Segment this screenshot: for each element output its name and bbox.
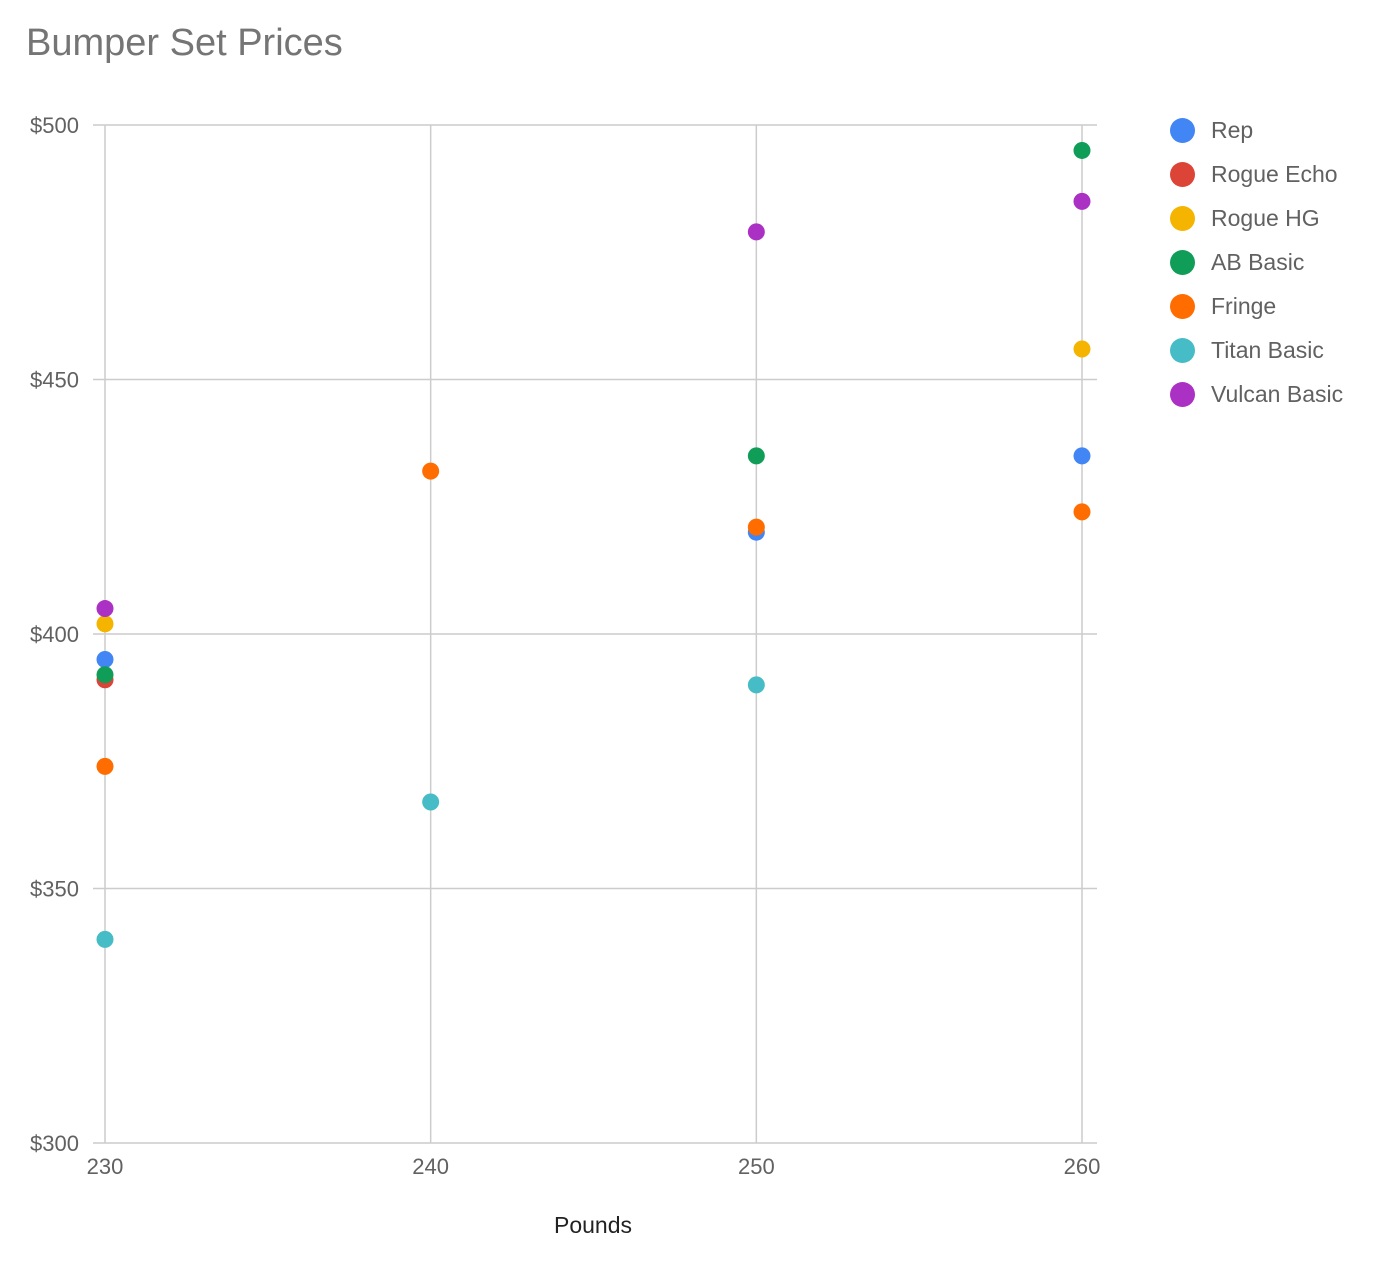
legend: Rep Rogue Echo Rogue HG AB Basic Fringe Titan… <box>1170 108 1343 416</box>
x-axis-label: Pounds <box>554 1212 632 1238</box>
legend-item: Vulcan Basic <box>1170 372 1343 416</box>
data-point-titan-basic <box>96 930 114 948</box>
data-points <box>96 141 1091 948</box>
data-point-ab-basic <box>747 447 765 465</box>
gridlines <box>93 124 1097 1144</box>
legend-label: Rogue Echo <box>1211 160 1338 187</box>
data-point-ab-basic <box>1073 141 1091 159</box>
legend-swatch <box>1170 205 1195 231</box>
data-point-fringe <box>1073 503 1091 521</box>
y-tick-label: $450 <box>30 368 79 393</box>
x-tick-label: 250 <box>738 1154 775 1179</box>
chart-title: Bumper Set Prices <box>26 22 343 64</box>
data-point-fringe <box>422 462 440 480</box>
legend-swatch <box>1170 337 1195 363</box>
legend-label: Rogue HG <box>1211 204 1320 231</box>
data-point-titan-basic <box>747 676 765 694</box>
legend-swatch <box>1170 293 1195 319</box>
legend-item: Rep <box>1170 108 1343 152</box>
legend-swatch <box>1170 381 1195 407</box>
legend-label: Rep <box>1211 116 1254 143</box>
axis-tick-labels: $300 $350 $400 $450 $500 230 240 250 260 <box>30 113 1100 1179</box>
data-point-fringe <box>747 518 765 536</box>
y-tick-label: $350 <box>30 877 79 902</box>
legend-item: Titan Basic <box>1170 328 1343 372</box>
data-point-vulcan-basic <box>96 600 114 618</box>
legend-swatch <box>1170 117 1195 143</box>
legend-item: Rogue HG <box>1170 196 1343 240</box>
x-tick-label: 260 <box>1064 1154 1101 1179</box>
legend-label: Fringe <box>1211 292 1277 319</box>
y-tick-label: $300 <box>30 1131 79 1156</box>
data-point-rep <box>1073 447 1091 465</box>
legend-swatch <box>1170 161 1195 187</box>
data-point-vulcan-basic <box>1073 192 1091 210</box>
legend-label: AB Basic <box>1211 248 1305 275</box>
data-point-titan-basic <box>422 793 440 811</box>
data-point-ab-basic <box>96 666 114 684</box>
y-tick-label: $400 <box>30 622 79 647</box>
legend-item: Rogue Echo <box>1170 152 1343 196</box>
y-tick-label: $500 <box>30 113 79 138</box>
legend-label: Vulcan Basic <box>1211 380 1344 407</box>
data-point-rogue-hg <box>96 615 114 633</box>
data-point-fringe <box>96 757 114 775</box>
legend-item: AB Basic <box>1170 240 1343 284</box>
data-point-rep <box>96 650 114 668</box>
legend-swatch <box>1170 249 1195 275</box>
data-point-vulcan-basic <box>747 223 765 241</box>
data-point-rogue-hg <box>1073 340 1091 358</box>
legend-label: Titan Basic <box>1211 336 1324 363</box>
x-tick-label: 230 <box>87 1154 124 1179</box>
x-tick-label: 240 <box>412 1154 449 1179</box>
legend-item: Fringe <box>1170 284 1343 328</box>
